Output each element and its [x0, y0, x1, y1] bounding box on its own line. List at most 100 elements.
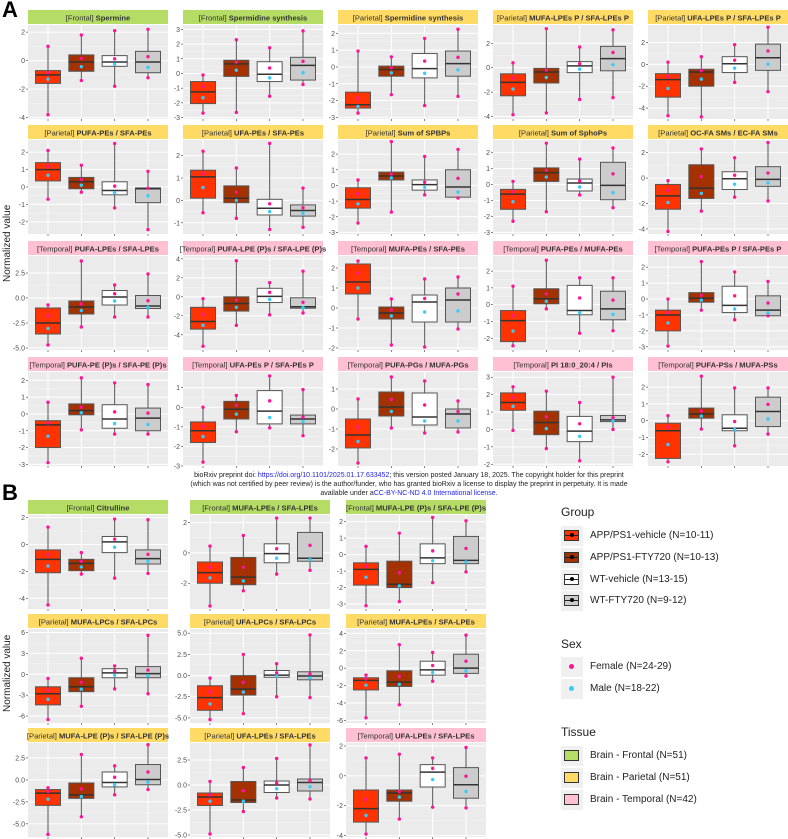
y-tick-label: 3 [176, 27, 180, 34]
box [655, 422, 681, 459]
data-point-female [208, 832, 212, 836]
facet-title: [Frontal] Citrulline [67, 504, 130, 513]
y-tick-label: 0.0 [15, 296, 25, 303]
data-point-male [666, 442, 670, 447]
data-point-female [397, 817, 402, 821]
data-point-female [241, 711, 246, 716]
y-tick-label: -2 [639, 328, 645, 335]
facet-metric: PUFA-PSs / MUFA-PSs [696, 361, 778, 370]
facet-title: [Parietal] PUFA-PEs / SFA-PEs [44, 129, 151, 138]
data-point-male [201, 434, 205, 439]
box [197, 792, 223, 806]
y-tick-label: 1 [641, 401, 645, 408]
facet-metric: PUFA-LPE (P)s / SFA-LPE (P)s [217, 245, 326, 254]
data-point-female [46, 164, 50, 168]
y-tick-label: -4 [639, 226, 645, 233]
data-point-female [766, 402, 770, 407]
y-tick-label: -3 [329, 230, 335, 237]
data-point-male [308, 558, 312, 562]
data-point-female [301, 59, 305, 64]
data-point-female [456, 176, 460, 181]
data-point-female [422, 36, 427, 41]
y-tick-label: -2 [174, 100, 180, 107]
facet-panel: [Parietal] Sum of SphoPs -3 -2 -1 0 1 2 [484, 125, 633, 237]
facet-title: [Temporal] PUFA-PEs / MUFA-PEs [503, 245, 622, 254]
data-point-female [112, 664, 117, 668]
data-point-male [464, 669, 468, 673]
data-point-female [112, 669, 117, 673]
data-point-female [389, 375, 394, 379]
data-point-male [397, 584, 402, 588]
data-point-male [732, 66, 737, 70]
box [353, 789, 379, 823]
data-point-female [422, 154, 427, 159]
box [419, 543, 446, 565]
legend-label: Brain - Parietal (N=51) [590, 772, 690, 783]
y-tick-label: 1 [331, 387, 335, 394]
data-point-female [234, 216, 239, 221]
y-tick-label: -5.0 [13, 346, 25, 353]
y-tick-label: 2 [339, 648, 343, 655]
y-tick-label: 3 [486, 375, 490, 382]
data-point-male [208, 702, 212, 706]
data-point-male [112, 545, 117, 549]
data-point-female [234, 166, 239, 170]
doi-link[interactable]: https://doi.org/10.1101/2025.01.17.63345… [257, 472, 390, 479]
data-point-female [389, 397, 394, 402]
box [256, 198, 283, 216]
box-key-icon [564, 574, 579, 585]
data-point-female [544, 111, 549, 115]
facet-strip [493, 10, 633, 24]
data-point-female [46, 460, 50, 465]
data-point-female [267, 426, 272, 430]
y-tick-label: 2 [486, 41, 490, 48]
data-point-female [208, 793, 212, 797]
data-point-male [699, 191, 704, 196]
facet-title: [Parietal] OC-FA SMs / EC-FA SMs [658, 129, 778, 138]
data-point-male [274, 787, 279, 791]
data-point-female [308, 672, 312, 676]
data-point-female [46, 400, 50, 404]
data-point-female [79, 33, 84, 37]
data-point-female [511, 179, 515, 184]
y-tick-label: 0 [21, 542, 25, 549]
facet-strip [338, 10, 478, 24]
y-tick-label: -1 [484, 198, 490, 205]
data-point-female [267, 227, 272, 232]
data-point-female [146, 552, 150, 556]
y-tick-label: -2 [484, 214, 490, 221]
data-point-female [234, 403, 239, 407]
data-point-female [666, 297, 670, 301]
y-tick-label: 0 [21, 411, 25, 418]
data-point-female [79, 656, 84, 660]
y-tick-label: -4 [174, 332, 180, 339]
data-point-female [397, 599, 402, 604]
box [68, 403, 95, 416]
data-point-female [46, 44, 50, 49]
data-point-female [79, 302, 84, 306]
box [101, 55, 128, 67]
data-point-female [112, 292, 117, 296]
facet-panel: [Temporal] PUFA-PGs / MUFA-PGs -2 -1 0 1 [329, 357, 478, 468]
y-tick-label: 1 [339, 536, 343, 543]
data-point-female [274, 695, 279, 699]
data-point-female [112, 432, 117, 436]
license-link[interactable]: CC-BY-NC-ND 4.0 International license [373, 490, 496, 497]
data-point-male [422, 185, 427, 190]
facet-panel: [Temporal] PUFA-LPE (P)s / SFA-LPE (P)s -… [174, 241, 326, 352]
data-point-female [208, 779, 212, 784]
y-tick-label: 2.5 [15, 271, 25, 278]
y-tick-label: 0 [331, 306, 335, 313]
facet-panel: [Parietal] MUFA-LPEs / SFA-LPEs -6 -4 -2 0 2 4 [337, 614, 486, 725]
data-point-female [46, 786, 50, 790]
data-point-female [112, 576, 117, 580]
facet-panel: [Temporal] UFA-LPEs / SFA-LPEs -4 -2 0 2 [337, 728, 486, 839]
data-point-female [79, 325, 84, 329]
y-tick-label: -2 [174, 444, 180, 451]
box [35, 70, 61, 84]
data-point-female [577, 157, 582, 161]
y-tick-label: -2 [484, 336, 490, 343]
data-point-female [112, 410, 117, 414]
data-point-female [46, 552, 50, 557]
